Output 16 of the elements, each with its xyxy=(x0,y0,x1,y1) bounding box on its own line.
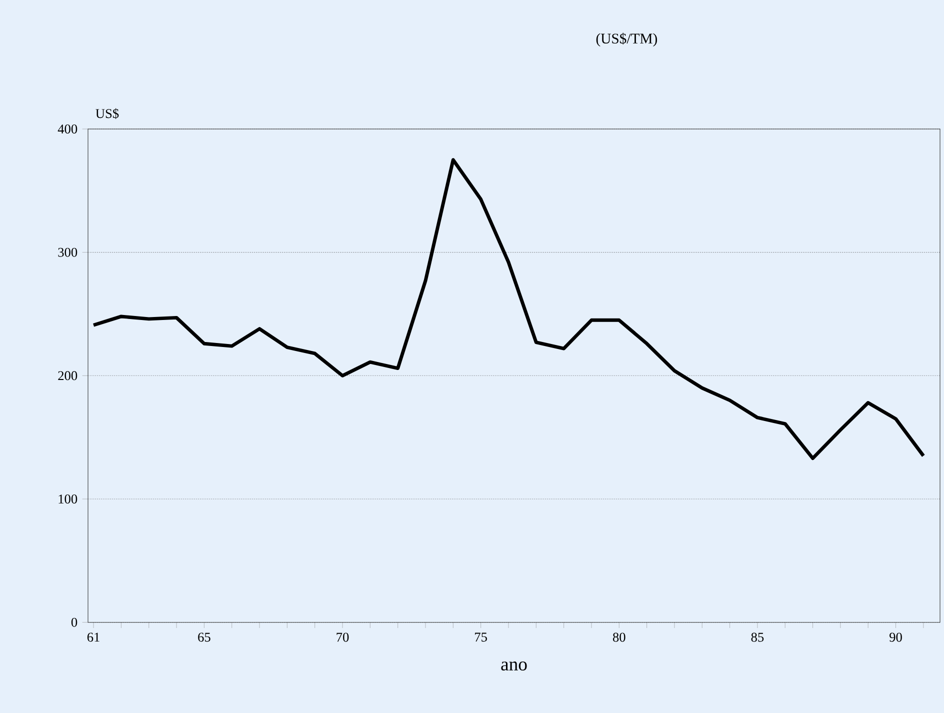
y-tick-label: 200 xyxy=(58,371,78,380)
y-tick-label: 300 xyxy=(58,248,78,257)
line-series xyxy=(92,158,926,460)
y-axis-title: US$ xyxy=(96,108,119,119)
y-tick-label: 100 xyxy=(58,494,78,504)
x-tick-label: 65 xyxy=(198,632,210,642)
x-tick-label: 80 xyxy=(612,632,626,642)
chart-title: (US$/TM) xyxy=(596,32,657,47)
x-tick-label: 90 xyxy=(890,632,902,642)
x-tick-label: 85 xyxy=(751,632,764,642)
x-tick-label: 75 xyxy=(475,632,487,642)
x-tick-label: 70 xyxy=(336,632,349,642)
y-tick-label: 0 xyxy=(71,618,78,627)
x-tick-label: 61 xyxy=(87,632,100,642)
y-tick-label: 400 xyxy=(58,124,78,134)
x-axis-title: ano xyxy=(501,662,527,671)
